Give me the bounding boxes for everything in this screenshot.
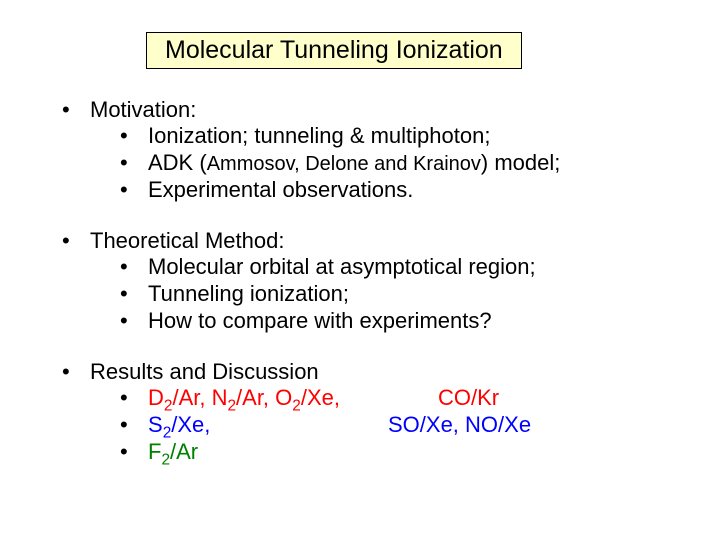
- section-method: Theoretical Method: Molecular orbital at…: [62, 228, 680, 335]
- section-heading: Motivation:: [90, 97, 196, 122]
- section-motivation: Motivation: Ionization; tunneling & mult…: [62, 97, 680, 204]
- slide-content: Motivation: Ionization; tunneling & mult…: [0, 69, 720, 466]
- slide-title: Molecular Tunneling Ionization: [146, 32, 522, 69]
- bullet-item: Molecular orbital at asymptotical region…: [120, 254, 680, 281]
- section-heading: Theoretical Method:: [90, 228, 284, 253]
- bullet-item: S2/Xe, SO/Xe, NO/Xe: [120, 412, 680, 439]
- bullet-item: Ionization; tunneling & multiphoton;: [120, 123, 680, 150]
- bullet-item: D2/Ar, N2/Ar, O2/Xe, CO/Kr: [120, 385, 680, 412]
- bullet-item: ADK (Ammosov, Delone and Krainov) model;: [120, 150, 680, 177]
- bullet-item: F2/Ar: [120, 439, 680, 466]
- bullet-item: Tunneling ionization;: [120, 281, 680, 308]
- bullet-item: Experimental observations.: [120, 177, 680, 204]
- section-heading: Results and Discussion: [90, 359, 319, 384]
- section-results: Results and Discussion D2/Ar, N2/Ar, O2/…: [62, 359, 680, 466]
- bullet-item: How to compare with experiments?: [120, 308, 680, 335]
